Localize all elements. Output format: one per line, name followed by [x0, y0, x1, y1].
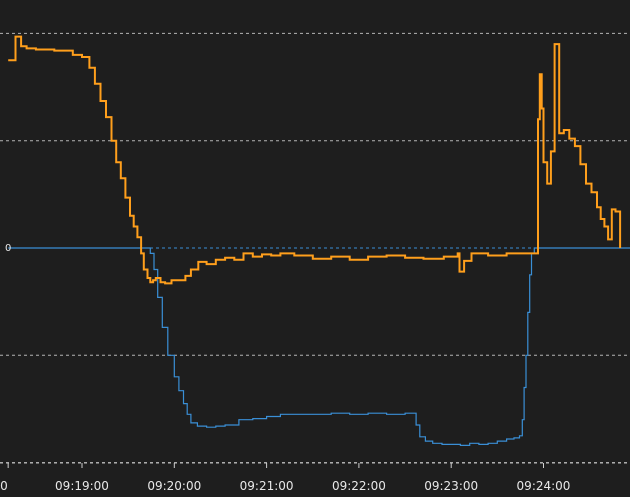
- series-line-blue: [8, 247, 630, 446]
- x-tick-label: 09:21:00: [240, 479, 294, 493]
- series-group: [8, 35, 630, 446]
- x-tick-label: 0: [0, 479, 8, 493]
- x-axis: 0 09:19:00 09:20:00 09:21:00 09:22:00 09:23:0…: [0, 462, 630, 493]
- x-tick-label: 09:24:00: [517, 479, 571, 493]
- x-tick-label: 09:23:00: [424, 479, 478, 493]
- x-tick-label: 09:20:00: [147, 479, 201, 493]
- x-tick-label: 09:22:00: [332, 479, 386, 493]
- y-tick-label-zero: 0: [5, 243, 11, 254]
- x-tick-label: 09:19:00: [55, 479, 109, 493]
- series-line-orange: [8, 35, 622, 285]
